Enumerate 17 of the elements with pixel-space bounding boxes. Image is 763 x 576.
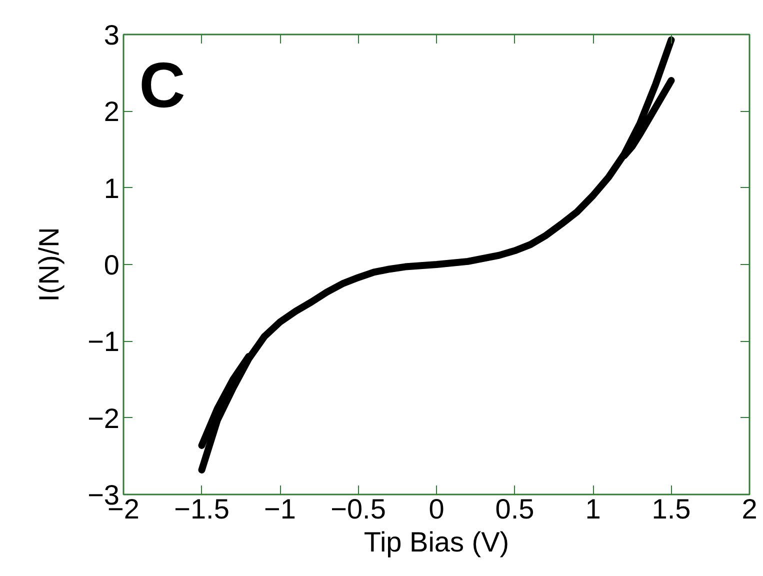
x-tick-label: 1 xyxy=(585,494,601,524)
x-tick-label: 0 xyxy=(428,494,444,524)
x-tick-label: −1 xyxy=(264,494,296,524)
y-tick-label: 3 xyxy=(104,20,120,50)
y-tick-label: −1 xyxy=(88,326,120,358)
x-tick-label: −1.5 xyxy=(174,494,230,524)
y-axis-title: I(N)/N xyxy=(34,227,65,302)
x-tick-label: 2 xyxy=(742,494,758,524)
y-tick-label: −2 xyxy=(88,402,120,434)
y-tick-label: 1 xyxy=(104,172,120,204)
x-tick-label: 1.5 xyxy=(652,494,691,524)
x-axis-title: Tip Bias (V) xyxy=(364,526,510,558)
y-tick-label: 0 xyxy=(104,250,120,280)
x-tick-label: −0.5 xyxy=(330,494,386,524)
y-tick-label: 2 xyxy=(104,96,120,128)
x-tick-label: 0.5 xyxy=(495,494,534,524)
annotation: C xyxy=(139,49,186,122)
